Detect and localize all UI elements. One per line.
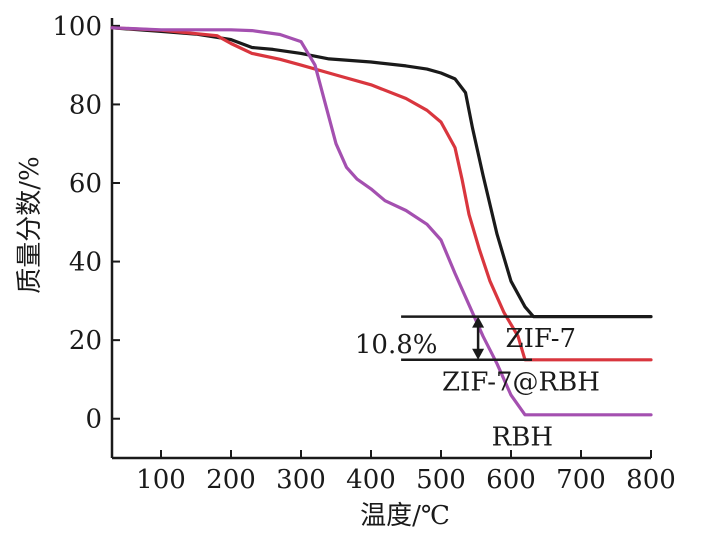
y-tick-label: 40 bbox=[69, 248, 102, 278]
x-axis-title: 温度/℃ bbox=[360, 501, 450, 531]
series-layer bbox=[110, 26, 653, 417]
series-line-zif-7-rbh bbox=[110, 26, 653, 362]
x-tick-label: 600 bbox=[486, 465, 536, 495]
x-tick-label: 200 bbox=[206, 465, 256, 495]
x-tick-label: 400 bbox=[346, 465, 396, 495]
y-tick-label: 100 bbox=[52, 12, 102, 42]
annotation-label: RBH bbox=[492, 422, 553, 452]
series-line-zif-7 bbox=[110, 26, 653, 319]
y-tick-label: 0 bbox=[85, 405, 102, 435]
y-axis-title: 质量分数/% bbox=[15, 156, 45, 293]
annotation-layer: ZIF-7 ZIF-7@RBH RBH 10.8% bbox=[355, 315, 651, 452]
x-tick-label: 300 bbox=[276, 465, 326, 495]
x-tick-label: 100 bbox=[136, 465, 186, 495]
difference-arrow-head-up bbox=[472, 316, 485, 328]
annotation-label: ZIF-7 bbox=[506, 324, 577, 354]
annotation-label: 10.8% bbox=[355, 330, 438, 360]
y-tick-label: 80 bbox=[69, 90, 102, 120]
annotation-label: ZIF-7@RBH bbox=[442, 367, 600, 397]
axes: 100 200 300 400 500 600 700 800 0 20 40 60 80 100 bbox=[52, 12, 675, 495]
x-tick-label: 800 bbox=[626, 465, 676, 495]
y-tick-label: 20 bbox=[69, 326, 102, 356]
x-tick-label: 700 bbox=[556, 465, 606, 495]
series-line-rbh bbox=[110, 26, 653, 417]
x-tick-label: 500 bbox=[416, 465, 466, 495]
difference-arrow-head-down bbox=[472, 348, 485, 360]
y-tick-label: 60 bbox=[69, 169, 102, 199]
